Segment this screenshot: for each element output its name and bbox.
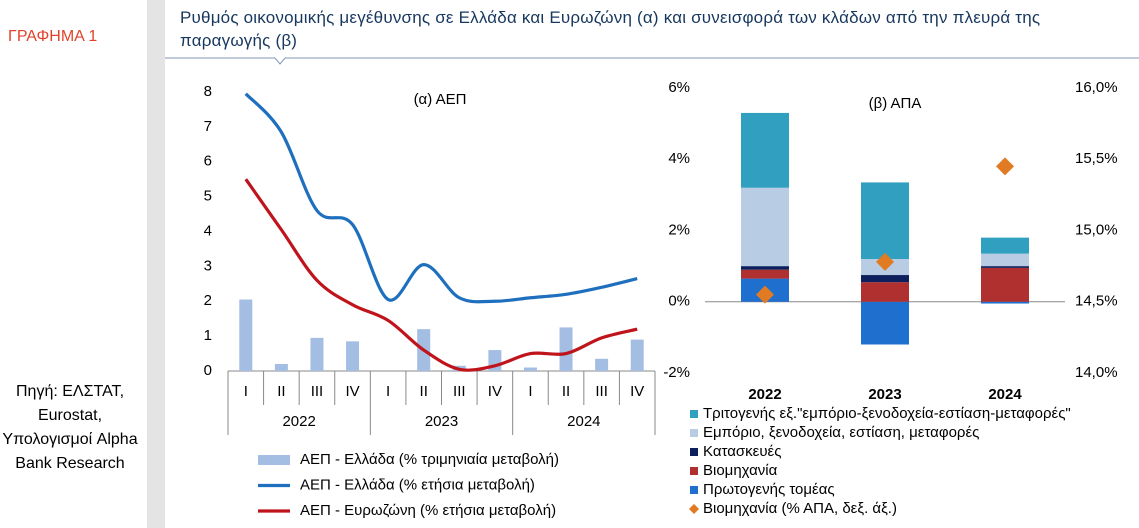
figure-label: ΓΡΑΦΗΜΑ 1 — [8, 28, 98, 45]
bar-segment — [861, 275, 909, 283]
line — [244, 92, 638, 304]
y-tick-label: 6 — [204, 153, 212, 170]
bar — [310, 337, 324, 371]
x-tick-label: I — [244, 383, 248, 400]
bar-segment — [861, 182, 909, 259]
title-rule — [165, 57, 1139, 65]
scatter-point — [996, 157, 1014, 176]
y-tick-label: 5 — [204, 188, 212, 205]
y2-tick-label: 14,0% — [1075, 364, 1118, 381]
bar — [239, 299, 253, 371]
bar — [523, 367, 537, 371]
figure-title: Ρυθμός οικονομικής μεγέθυνσης σε Ελλάδα … — [180, 8, 1041, 50]
y-tick-label: 6% — [668, 79, 690, 96]
x-tick-label: II — [562, 383, 570, 400]
line — [244, 178, 638, 372]
legend-swatch — [689, 504, 699, 514]
bar-segment — [861, 301, 909, 345]
legend-label: Κατασκευές — [703, 443, 781, 460]
y-tick-label: 8 — [204, 83, 212, 100]
scatter-point — [876, 252, 894, 271]
y-tick-label: 2 — [204, 292, 212, 309]
chart-title: (α) ΑΕΠ — [414, 91, 467, 108]
legend-swatch — [690, 429, 698, 437]
x-tick-label: 2024 — [988, 386, 1022, 403]
x-tick-label: I — [528, 383, 532, 400]
x-tick-label: IV — [488, 383, 502, 400]
bar — [595, 358, 609, 371]
bar — [274, 364, 288, 371]
y2-tick-label: 15,5% — [1075, 150, 1118, 167]
bar-segment — [981, 301, 1029, 304]
legend-label: ΑΕΠ - Ελλάδα (% τριμηνιαία μεταβολή) — [300, 451, 559, 468]
legend-label: ΑΕΠ - Ευρωζώνη (% ετήσια μεταβολή) — [300, 502, 556, 519]
y-tick-label: 0 — [204, 362, 212, 379]
y-tick-label: 4% — [668, 150, 690, 167]
y-tick-label: 0% — [668, 293, 690, 310]
x-tick-label: II — [277, 383, 285, 400]
bar-segment — [981, 237, 1029, 254]
group-label: 2024 — [567, 413, 600, 430]
x-tick-label: III — [595, 383, 608, 400]
y2-tick-label: 15,0% — [1075, 221, 1118, 238]
y-tick-label: -2% — [663, 364, 690, 381]
x-tick-label: 2022 — [748, 386, 781, 403]
bar — [630, 339, 644, 371]
bar — [559, 327, 573, 371]
bar-segment — [861, 282, 909, 302]
legend-label: Βιομηχανία — [703, 462, 778, 479]
bar-segment — [981, 253, 1029, 267]
source: Πηγή: ΕΛΣΤΑΤ, Eurostat, Υπολογισμοί Alph… — [2, 383, 138, 472]
chart-title: (β) ΑΠΑ — [869, 95, 922, 112]
y-tick-label: 7 — [204, 118, 212, 135]
y-tick-label: 3 — [204, 257, 212, 274]
legend-label: ΑΕΠ - Ελλάδα (% ετήσια μεταβολή) — [300, 476, 535, 493]
y2-tick-label: 16,0% — [1075, 79, 1118, 96]
scatter-point — [756, 285, 774, 304]
bar-segment — [741, 269, 789, 279]
group-label: 2022 — [282, 413, 315, 430]
bar-segment — [981, 267, 1029, 302]
legend-swatch — [690, 448, 698, 456]
group-label: 2023 — [425, 413, 458, 430]
bar-segment — [741, 112, 789, 188]
legend-label: Πρωτογενής τομέας — [703, 481, 835, 498]
legend-swatch — [258, 455, 290, 465]
legend-swatch — [690, 410, 698, 418]
y-tick-label: 1 — [204, 327, 212, 344]
x-tick-label: II — [420, 383, 428, 400]
x-tick-label: IV — [345, 383, 359, 400]
y-tick-label: 4 — [204, 222, 212, 239]
x-tick-label: IV — [630, 383, 644, 400]
legend-swatch — [690, 486, 698, 494]
bar — [346, 341, 360, 371]
bar-segment — [981, 266, 1029, 268]
x-tick-label: III — [453, 383, 466, 400]
legend-swatch — [690, 467, 698, 475]
side-strip — [147, 0, 165, 528]
y-tick-label: 2% — [668, 221, 690, 238]
legend-label: Εμπόριο, ξενοδοχεία, εστίαση, μεταφορές — [703, 424, 979, 441]
bar-segment — [741, 187, 789, 267]
x-tick-label: I — [386, 383, 390, 400]
y2-tick-label: 14,5% — [1075, 293, 1118, 310]
x-tick-label: 2023 — [868, 386, 901, 403]
x-tick-label: III — [311, 383, 324, 400]
legend-label: Τριτογενής εξ."εμπόριο-ξενοδοχεία-εστίασ… — [703, 405, 1071, 422]
legend-label: Βιομηχανία (% ΑΠΑ, δεξ. άξ.) — [703, 500, 897, 517]
bar-segment — [741, 266, 789, 270]
